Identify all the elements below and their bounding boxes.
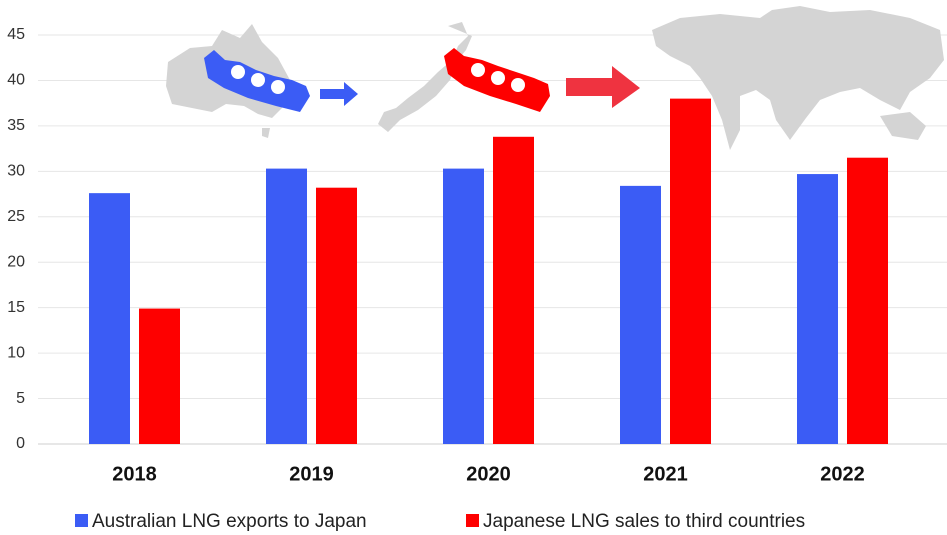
- bar: [797, 174, 838, 444]
- bar: [620, 185, 661, 444]
- legend-swatch: [75, 514, 88, 527]
- y-tick-label: 45: [7, 26, 25, 43]
- y-tick-label: 30: [7, 163, 25, 180]
- legend-label: Japanese LNG sales to third countries: [483, 511, 805, 532]
- blue-arrow: [320, 82, 358, 106]
- ship-tanks: [231, 65, 285, 94]
- y-tick-label: 25: [7, 208, 25, 225]
- bar: [89, 193, 130, 444]
- ship-tanks: [471, 63, 525, 92]
- bar: [139, 308, 180, 444]
- x-tick-label: 2022: [820, 463, 865, 485]
- japan-map: [378, 22, 472, 132]
- bar: [443, 168, 484, 444]
- y-tick-label: 15: [7, 299, 25, 316]
- illustration: [166, 6, 944, 150]
- red-arrow: [566, 66, 640, 108]
- x-tick-label: 2019: [289, 463, 334, 485]
- bar: [847, 157, 888, 444]
- y-tick-label: 20: [7, 253, 25, 270]
- y-tick-label: 0: [16, 435, 25, 452]
- bar: [316, 187, 357, 444]
- legend-swatch: [466, 514, 479, 527]
- legend-label: Australian LNG exports to Japan: [92, 511, 367, 532]
- bar: [266, 168, 307, 444]
- grid: 0 5 10 15 20 25 30 35 40 45: [7, 26, 947, 452]
- world-map: [652, 6, 944, 150]
- bar: [493, 136, 534, 444]
- plot: 2018 2019 2020 2021 2022 Australian LNG expor…: [75, 98, 888, 532]
- y-tick-label: 40: [7, 72, 25, 89]
- y-tick-label: 5: [16, 390, 25, 407]
- x-tick-label: 2018: [112, 463, 157, 485]
- bar: [670, 98, 711, 444]
- x-tick-label: 2021: [643, 463, 688, 485]
- y-tick-label: 35: [7, 117, 25, 134]
- y-tick-label: 10: [7, 344, 25, 361]
- x-tick-label: 2020: [466, 463, 511, 485]
